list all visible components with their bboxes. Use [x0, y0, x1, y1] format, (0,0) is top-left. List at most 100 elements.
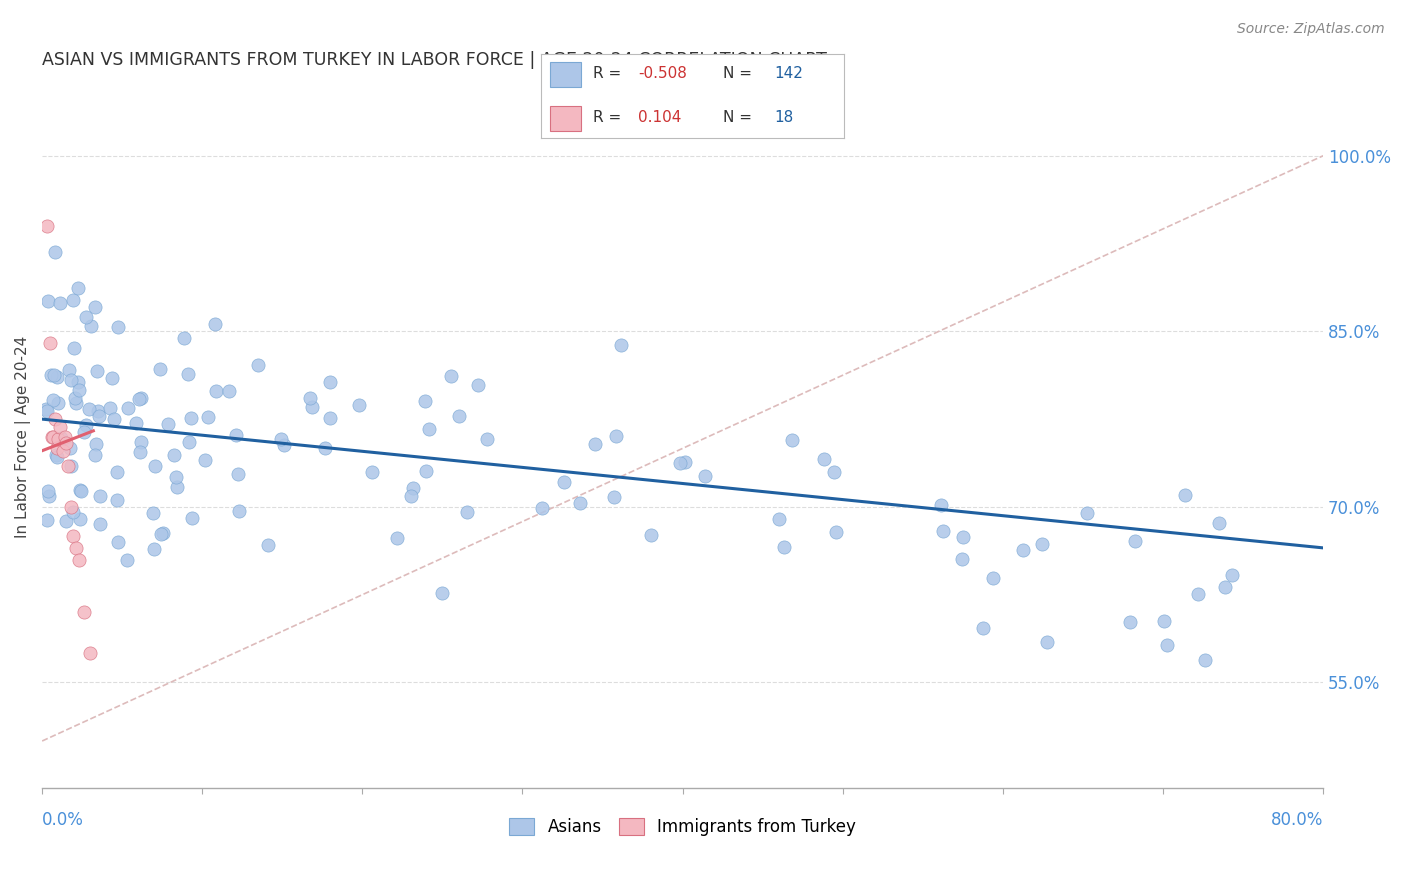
Point — [347, 397, 370, 411]
Point — [1118, 615, 1140, 630]
Point — [273, 438, 295, 452]
Point — [361, 465, 384, 479]
Point — [89, 489, 111, 503]
Point — [780, 433, 803, 447]
Point — [314, 442, 336, 456]
Point — [173, 331, 195, 345]
Point — [931, 524, 953, 538]
Point — [430, 586, 453, 600]
Point — [1194, 653, 1216, 667]
Point — [67, 281, 90, 295]
Point — [59, 441, 82, 455]
Point — [37, 483, 59, 498]
Point — [152, 525, 174, 540]
Point — [75, 418, 97, 433]
Point — [194, 453, 217, 467]
Point — [226, 467, 249, 481]
Point — [673, 455, 696, 469]
Text: -0.508: -0.508 — [638, 66, 688, 81]
Point — [34, 402, 56, 417]
Point — [65, 395, 87, 409]
Point — [156, 417, 179, 432]
Legend: Asians, Immigrants from Turkey: Asians, Immigrants from Turkey — [503, 811, 862, 843]
Point — [125, 417, 148, 431]
Point — [1076, 506, 1098, 520]
Point — [86, 436, 108, 450]
Point — [39, 368, 62, 382]
Point — [1031, 537, 1053, 551]
Point — [166, 480, 188, 494]
Point — [45, 448, 67, 462]
Point — [413, 394, 436, 409]
Point — [35, 219, 58, 233]
Point — [62, 505, 84, 519]
Point — [319, 410, 342, 425]
Point — [553, 475, 575, 489]
Point — [45, 442, 67, 456]
Point — [1012, 543, 1035, 558]
Point — [456, 505, 478, 519]
Point — [149, 362, 172, 376]
Point — [42, 393, 65, 408]
Y-axis label: In Labor Force | Age 20-24: In Labor Force | Age 20-24 — [15, 335, 31, 538]
Point — [86, 364, 108, 378]
Point — [55, 514, 77, 528]
Point — [583, 437, 606, 451]
Point — [768, 512, 790, 526]
Point — [56, 458, 79, 473]
Point — [66, 375, 89, 389]
Point — [37, 293, 59, 308]
Point — [107, 534, 129, 549]
Point — [415, 464, 437, 478]
Point — [143, 459, 166, 474]
Point — [142, 506, 165, 520]
Point — [1220, 568, 1243, 582]
Point — [69, 512, 91, 526]
Point — [69, 483, 91, 497]
Point — [117, 553, 139, 567]
Point — [477, 432, 499, 446]
Point — [1208, 516, 1230, 530]
Point — [75, 310, 97, 324]
Point — [62, 341, 84, 355]
Text: 18: 18 — [775, 111, 793, 126]
Point — [467, 378, 489, 392]
Point — [53, 430, 76, 444]
Point — [180, 411, 202, 425]
Point — [668, 456, 690, 470]
Point — [73, 425, 96, 440]
Point — [42, 430, 65, 444]
Text: N =: N = — [723, 66, 756, 81]
Point — [89, 516, 111, 531]
Text: ASIAN VS IMMIGRANTS FROM TURKEY IN LABOR FORCE | AGE 20-24 CORRELATION CHART: ASIAN VS IMMIGRANTS FROM TURKEY IN LABOR… — [42, 51, 827, 69]
Point — [129, 391, 152, 405]
Point — [49, 431, 72, 445]
Text: Source: ZipAtlas.com: Source: ZipAtlas.com — [1237, 22, 1385, 37]
Text: 0.0%: 0.0% — [42, 811, 84, 830]
Point — [449, 409, 471, 423]
Point — [62, 529, 84, 543]
Point — [117, 401, 139, 416]
Point — [83, 448, 105, 462]
Point — [197, 409, 219, 424]
Point — [401, 489, 423, 503]
Point — [65, 391, 87, 405]
Point — [225, 427, 247, 442]
Point — [46, 395, 69, 409]
Point — [823, 465, 845, 479]
Point — [79, 646, 101, 660]
Point — [163, 448, 186, 462]
Point — [58, 363, 80, 377]
Point — [301, 400, 323, 414]
Point — [55, 435, 77, 450]
Text: 80.0%: 80.0% — [1271, 811, 1323, 830]
Point — [1187, 587, 1209, 601]
Point — [67, 552, 90, 566]
Point — [35, 513, 58, 527]
Point — [218, 384, 240, 398]
Point — [605, 429, 627, 443]
Point — [44, 244, 66, 259]
Point — [105, 492, 128, 507]
Point — [772, 541, 794, 555]
Point — [270, 432, 292, 446]
